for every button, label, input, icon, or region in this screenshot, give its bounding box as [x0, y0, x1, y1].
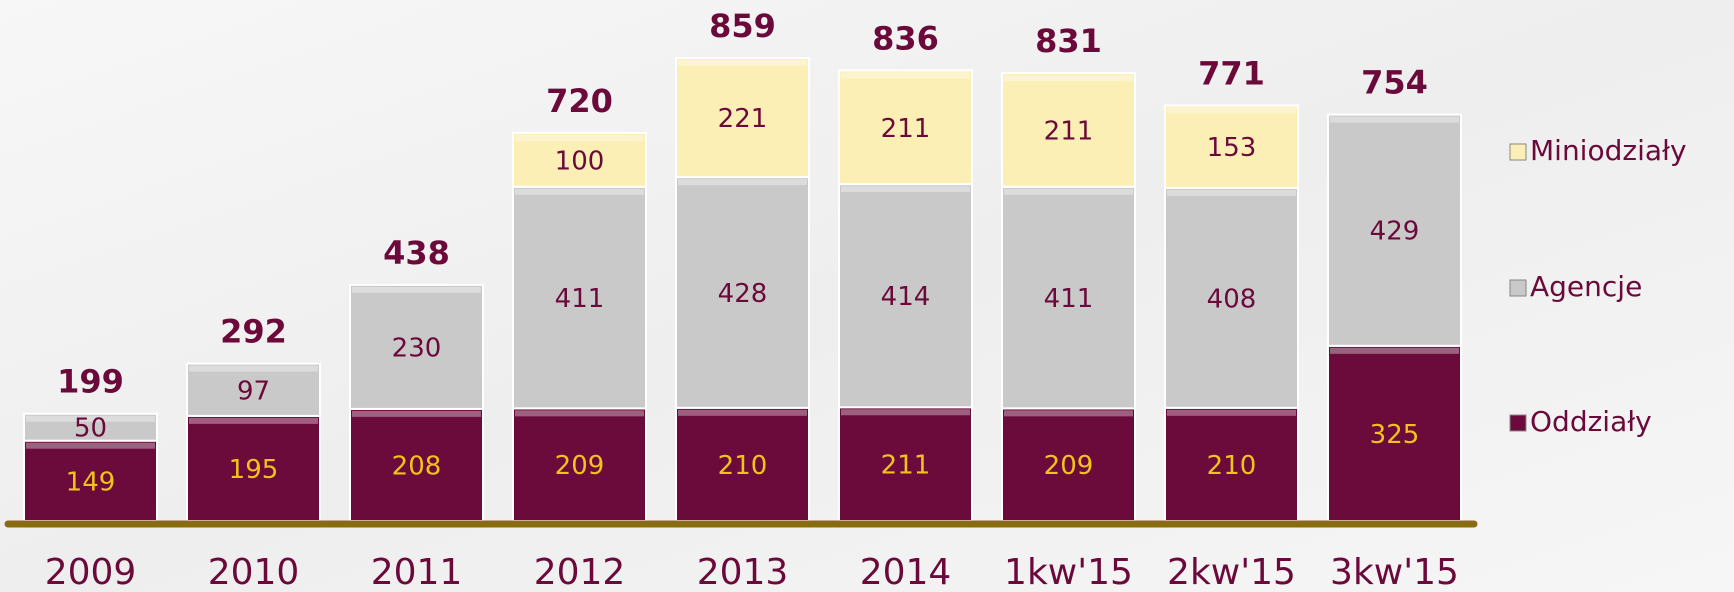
- segment-label: 208: [392, 451, 442, 481]
- bar-highlight: [1004, 410, 1133, 417]
- segment-label: 50: [74, 414, 107, 444]
- bar-highlight: [1167, 107, 1296, 114]
- bar-highlight: [678, 179, 807, 186]
- bar-segment: [675, 176, 810, 409]
- bar-highlight: [1167, 409, 1296, 416]
- legend-swatch: [1509, 143, 1527, 161]
- x-tick-label: 1kw'15: [1004, 552, 1133, 592]
- total-label: 859: [709, 7, 776, 45]
- x-tick-label: 2010: [208, 552, 300, 592]
- bar-highlight: [1004, 75, 1133, 82]
- bar-highlight: [678, 409, 807, 416]
- bar-highlight: [1004, 188, 1133, 195]
- segment-label: 149: [66, 467, 116, 497]
- x-tick-label: 2011: [371, 552, 463, 592]
- bar-segment: [186, 414, 321, 523]
- bar-segment: [675, 57, 810, 179]
- segment-label: 210: [1207, 451, 1257, 481]
- bar-segment: [1327, 344, 1462, 522]
- bar-segment: [512, 131, 647, 188]
- segment-label: 325: [1370, 420, 1420, 450]
- segment-label: 209: [1044, 451, 1094, 481]
- total-label: 754: [1361, 64, 1428, 102]
- segment-label: 209: [555, 451, 605, 481]
- bar-segment: [1001, 185, 1136, 410]
- bar-highlight: [352, 410, 481, 417]
- bar-segment: [512, 185, 647, 410]
- bar-segment: [838, 69, 973, 186]
- bar-segment: [1164, 104, 1299, 189]
- bar-highlight: [26, 415, 155, 422]
- segment-label: 408: [1207, 284, 1257, 314]
- legend-label: Agencje: [1530, 270, 1642, 303]
- segment-label: 414: [881, 282, 931, 312]
- bar-segment: [1327, 113, 1462, 347]
- segment-label: 211: [881, 114, 931, 144]
- bar-highlight: [1167, 189, 1296, 196]
- bar-segment: [1164, 186, 1299, 409]
- bar-highlight: [515, 410, 644, 417]
- legend-swatch: [1509, 414, 1527, 432]
- plot-area: 149 50 199 2009 195 97 292 2010 208 230 438 2011 209…: [23, 7, 1687, 592]
- bar-highlight: [189, 417, 318, 424]
- bar-highlight: [1330, 116, 1459, 123]
- legend-label: Miniodziały: [1530, 134, 1687, 167]
- bar-segment: [349, 407, 484, 522]
- segment-label: 411: [555, 284, 605, 314]
- bar-segment: [838, 183, 973, 409]
- segment-label: 100: [555, 146, 605, 176]
- x-tick-label: 2kw'15: [1167, 552, 1296, 592]
- segment-label: 211: [881, 451, 931, 481]
- segment-label: 221: [718, 104, 768, 134]
- bar-highlight: [841, 72, 970, 79]
- segment-label: 211: [1044, 116, 1094, 146]
- legend-label: Oddziały: [1530, 405, 1652, 438]
- x-tick-label: 2014: [860, 552, 952, 592]
- x-tick-label: 2013: [697, 552, 789, 592]
- bar-highlight: [515, 188, 644, 195]
- bar-highlight: [352, 286, 481, 293]
- bar-segment: [1001, 72, 1136, 188]
- segment-label: 195: [229, 455, 279, 485]
- bar-segment: [186, 362, 321, 417]
- bar-segment: [1164, 406, 1299, 522]
- total-label: 720: [546, 82, 613, 120]
- bar-highlight: [515, 134, 644, 141]
- segment-label: 428: [718, 279, 768, 309]
- segment-label: 210: [718, 451, 768, 481]
- bar-segment: [23, 412, 158, 442]
- bar-highlight: [26, 442, 155, 449]
- segment-label: 97: [237, 376, 270, 406]
- bar-highlight: [1330, 347, 1459, 354]
- total-label: 199: [57, 363, 124, 401]
- bar-highlight: [841, 409, 970, 416]
- legend-swatch: [1509, 279, 1527, 297]
- x-tick-label: 3kw'15: [1330, 552, 1459, 592]
- bar-highlight: [841, 186, 970, 193]
- total-label: 771: [1198, 54, 1265, 92]
- x-tick-label: 2012: [534, 552, 626, 592]
- bar-segment: [675, 406, 810, 522]
- bar-segment: [512, 407, 647, 522]
- x-tick-label: 2009: [45, 552, 137, 592]
- total-label: 438: [383, 234, 450, 272]
- bar-highlight: [189, 365, 318, 372]
- bar-segment: [349, 283, 484, 410]
- total-label: 292: [220, 313, 287, 351]
- segment-label: 411: [1044, 284, 1094, 314]
- total-label: 831: [1035, 22, 1102, 60]
- segment-label: 153: [1207, 133, 1257, 163]
- segment-label: 429: [1370, 217, 1420, 247]
- bar-highlight: [678, 60, 807, 66]
- bar-segment: [23, 439, 158, 523]
- segment-label: 230: [392, 333, 442, 363]
- total-label: 836: [872, 19, 939, 57]
